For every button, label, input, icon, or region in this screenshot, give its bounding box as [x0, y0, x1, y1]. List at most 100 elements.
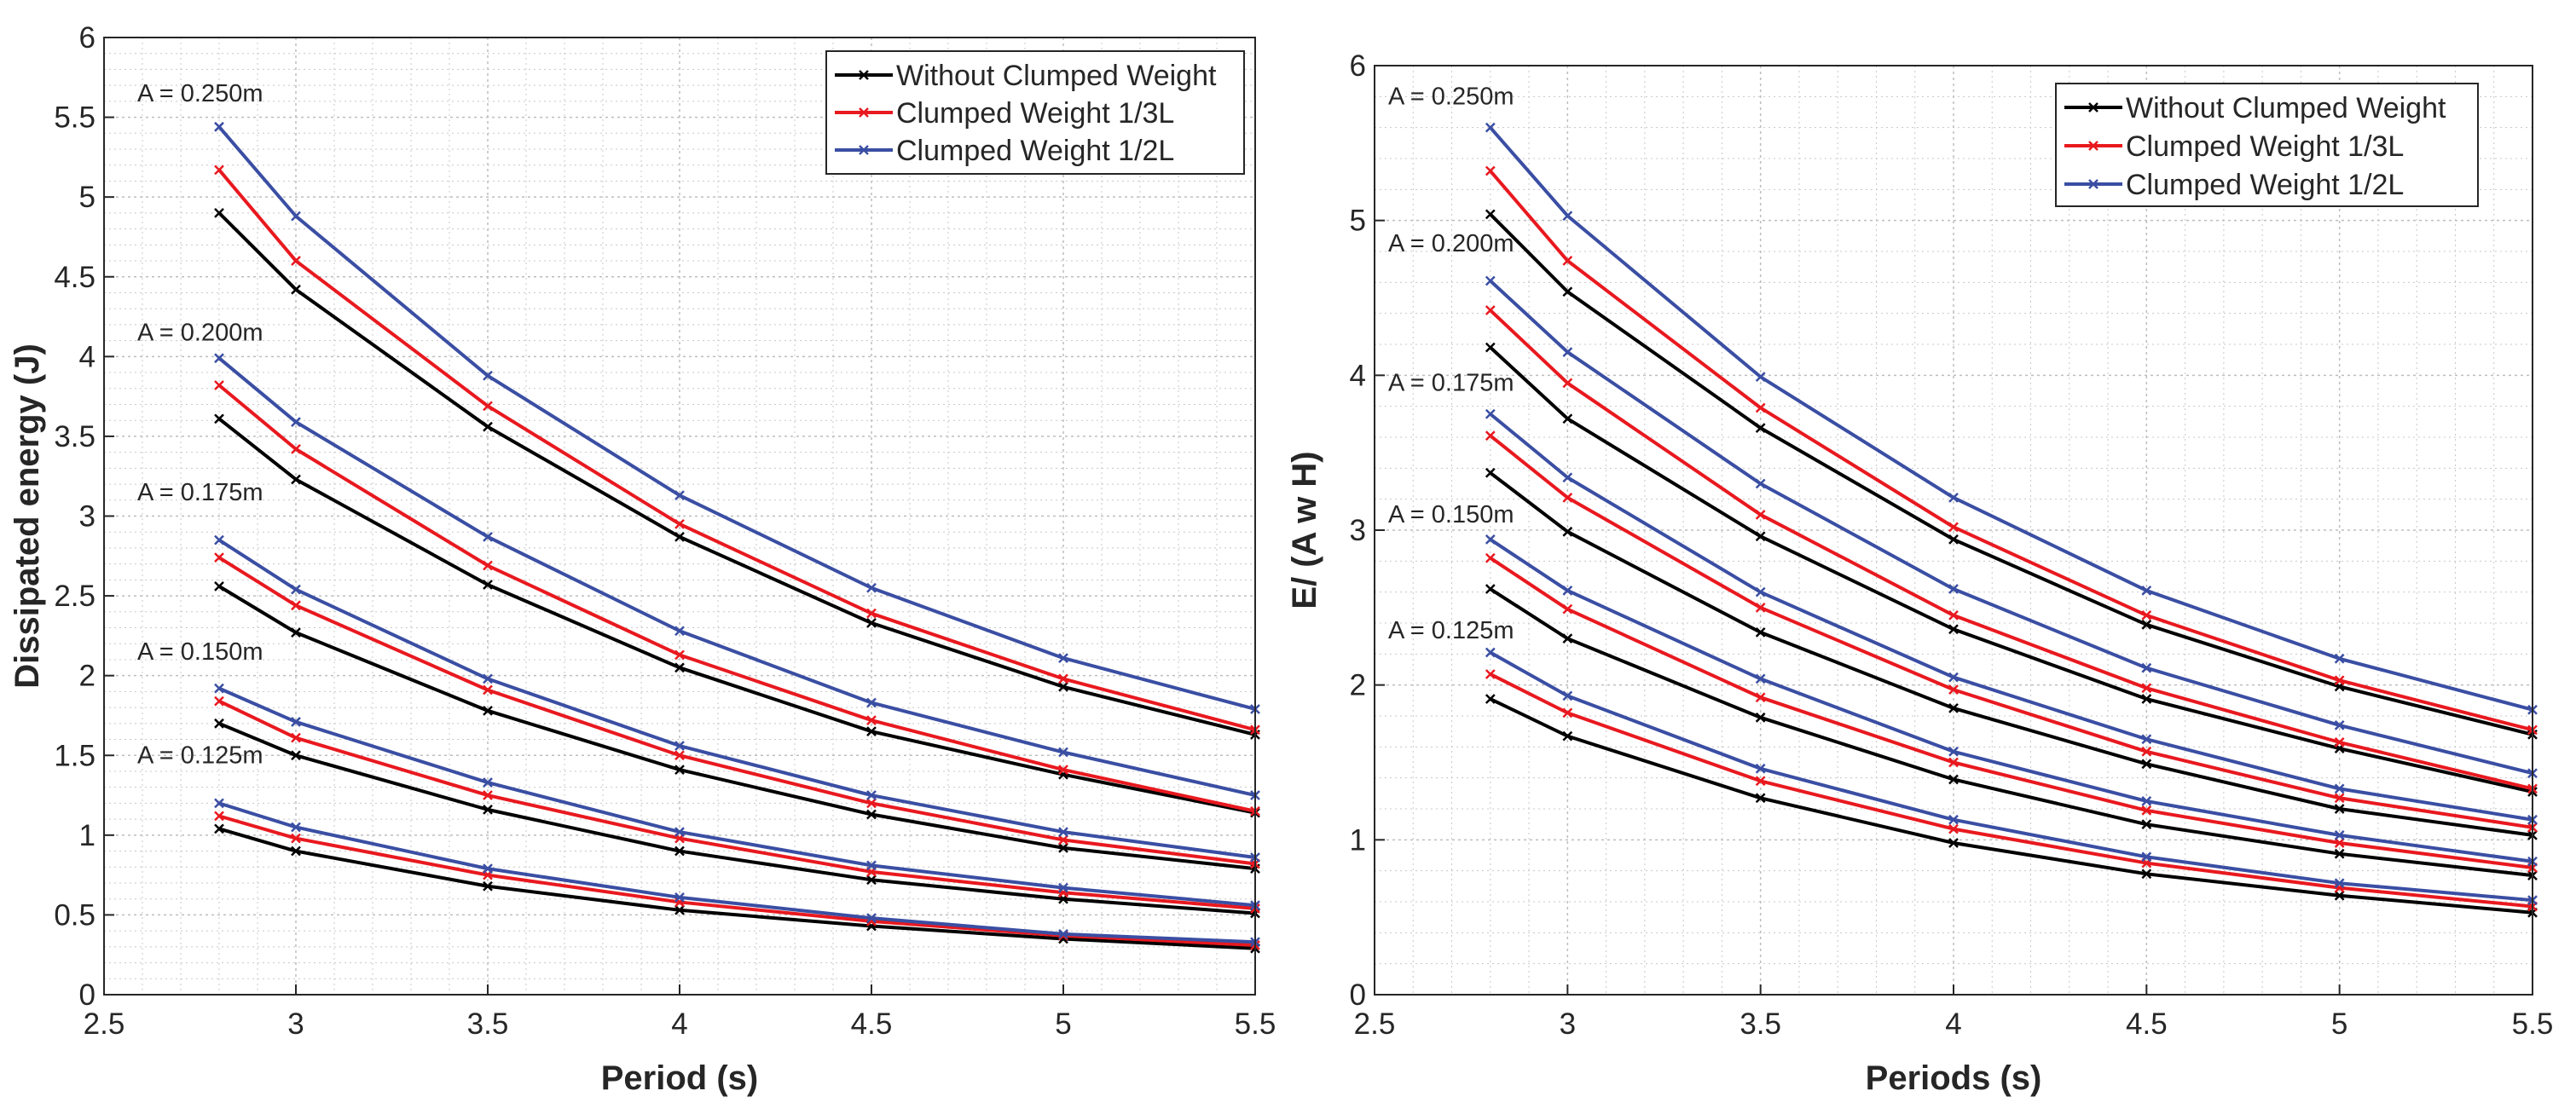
y-tick-labels: 0 0.5 1 1.5 2 2.5 3 3.5 4 4.5 5 5.5 6 [54, 21, 114, 1012]
data-point [2334, 720, 2345, 730]
legend-entry-without-weight: Without Clumped Weight [2064, 92, 2446, 124]
data-point [483, 684, 493, 696]
data-point [291, 750, 301, 761]
data-point [1485, 305, 1496, 315]
data-point [1562, 413, 1573, 424]
data-point [1485, 165, 1496, 176]
data-point [1485, 534, 1496, 545]
x-tick-label: 4.5 [2126, 1007, 2168, 1041]
legend-box [2055, 83, 2479, 207]
x-tick-labels: 2.5 3 3.5 4 4.5 5 5.5 [1354, 984, 2554, 1041]
data-point [2141, 805, 2152, 816]
data-point [1562, 347, 1573, 357]
data-point [214, 811, 224, 822]
data-point [1562, 211, 1573, 222]
data-point [674, 750, 685, 761]
data-point [291, 211, 301, 222]
data-point [1562, 492, 1573, 503]
x-tick-labels: 2.5 3 3.5 4 4.5 5 5.5 [84, 984, 1276, 1041]
y-tick-label: 4 [1350, 359, 1366, 392]
data-point [866, 618, 877, 628]
legend-marker [2088, 141, 2098, 151]
y-tick-labels: 0 1 2 3 4 5 6 [1350, 49, 1385, 1012]
x-axis-label: Periods (s) [1866, 1059, 2042, 1097]
legend-label: Clumped Weight 1/2L [2126, 169, 2404, 201]
y-tick-label: 1.5 [54, 739, 96, 772]
data-point [1562, 707, 1573, 719]
legend-marker [2088, 102, 2098, 113]
amplitude-annotation: A = 0.250m [137, 80, 263, 107]
data-point [214, 683, 224, 694]
data-point [214, 413, 224, 424]
data-point [1755, 478, 1766, 489]
legend-label: Without Clumped Weight [2126, 92, 2446, 124]
amplitude-annotation: A = 0.150m [137, 638, 263, 666]
data-point [291, 256, 301, 266]
data-point [214, 534, 224, 545]
data-point [866, 582, 877, 593]
data-point [866, 697, 877, 708]
y-tick-label: 2 [79, 660, 96, 693]
data-point [674, 626, 685, 637]
legend-marker [859, 70, 869, 80]
amplitude-annotation: A = 0.175m [137, 479, 263, 506]
data-point [1755, 712, 1766, 723]
data-point [1058, 765, 1068, 775]
y-tick-label: 3 [1350, 514, 1366, 547]
x-tick-label: 3.5 [467, 1007, 509, 1041]
data-point [483, 673, 493, 684]
data-point [866, 608, 877, 619]
data-point [2334, 793, 2345, 804]
data-point [2334, 653, 2345, 664]
data-point [1485, 430, 1496, 442]
data-point [1562, 526, 1573, 537]
data-point [1948, 746, 1959, 757]
data-point [1755, 776, 1766, 787]
y-tick-label: 0 [79, 978, 96, 1012]
data-point [2334, 878, 2345, 889]
data-point [2141, 869, 2152, 880]
data-point [1948, 823, 1959, 834]
data-point [1485, 209, 1496, 220]
y-tick-label: 0 [1350, 978, 1366, 1012]
x-tick-label: 2.5 [84, 1007, 125, 1041]
data-point [214, 696, 224, 707]
amplitude-annotation: A = 0.200m [1388, 230, 1514, 257]
data-point [1948, 672, 1959, 683]
data-point [1755, 793, 1766, 804]
y-tick-label: 3.5 [54, 420, 96, 453]
data-point [1948, 757, 1959, 768]
legend-marker [859, 107, 869, 118]
data-point [866, 874, 877, 886]
data-point [1058, 928, 1068, 939]
amplitude-annotation: A = 0.175m [1388, 370, 1514, 397]
x-tick-label: 3 [287, 1007, 304, 1041]
data-point [1485, 647, 1496, 658]
data-point [1562, 585, 1573, 596]
data-point [1948, 684, 1959, 696]
data-point [1755, 763, 1766, 774]
data-point [866, 860, 877, 871]
x-tick-label: 5.5 [2512, 1007, 2554, 1041]
data-point [2141, 746, 2152, 757]
data-point [1562, 690, 1573, 701]
amplitude-annotations: A = 0.250m A = 0.200m A = 0.175m A = 0.150m… [1388, 83, 1514, 644]
data-point [1755, 531, 1766, 542]
data-point [866, 790, 877, 800]
amplitude-annotation: A = 0.250m [1388, 83, 1514, 110]
y-tick-label: 4 [79, 340, 96, 373]
data-point [214, 552, 224, 563]
legend-entry-weight-1-2l: Clumped Weight 1/2L [835, 135, 1174, 167]
data-point [2334, 838, 2345, 848]
y-tick-label: 6 [79, 21, 96, 55]
x-tick-label: 5 [1055, 1007, 1071, 1041]
data-point [1562, 603, 1573, 615]
data-point [1485, 694, 1496, 704]
legend-entry-weight-1-3l: Clumped Weight 1/3L [835, 97, 1174, 130]
y-tick-label: 2.5 [54, 580, 96, 613]
data-point [291, 627, 301, 638]
data-point [483, 790, 493, 800]
data-point [1485, 584, 1496, 594]
data-point [483, 777, 493, 788]
data-point [291, 600, 301, 611]
